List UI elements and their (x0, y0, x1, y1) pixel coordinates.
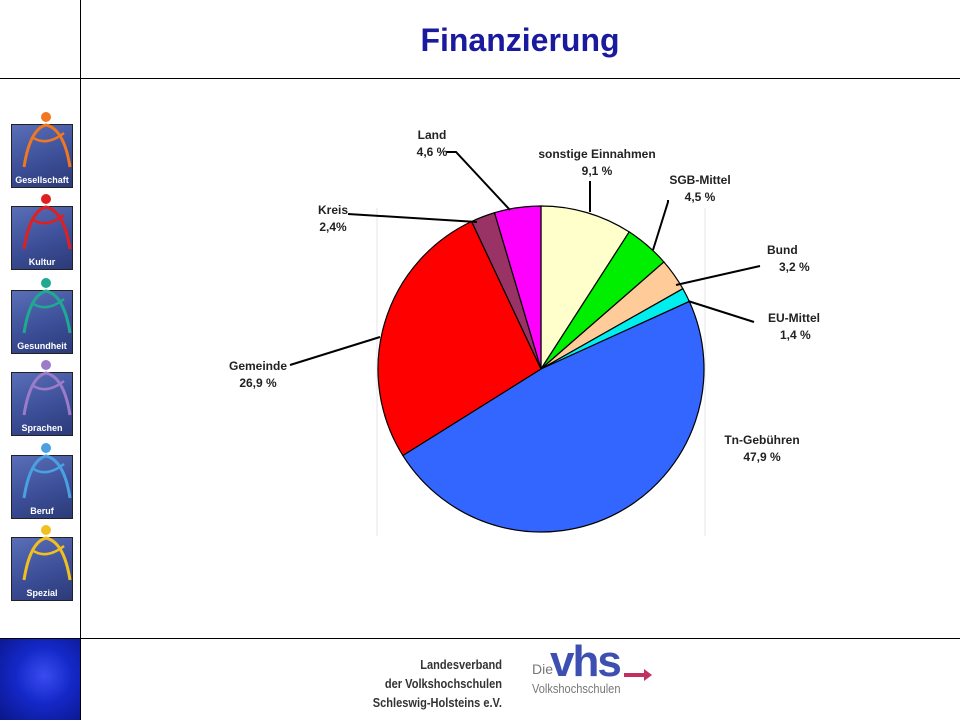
slice-value-land: 4,6 % (417, 145, 448, 159)
leader-line-bund (675, 265, 761, 286)
org-line-3: Schleswig-Holsteins e.V. (372, 695, 502, 710)
slice-value-sonstige-einnahmen: 9,1 % (582, 164, 613, 178)
sidebar-item-kultur[interactable]: Kultur (11, 194, 73, 270)
spezial-icon (22, 525, 72, 581)
vhs-logo-die: Die (532, 661, 554, 677)
leader-line-land (446, 151, 511, 211)
page-title: Finanzierung (420, 22, 620, 58)
org-line-1: Landesverband (420, 657, 502, 672)
vhs-logo: Die vhs Volkshochschulen (532, 637, 662, 705)
sidebar-item-label: Sprachen (21, 423, 63, 433)
pie-slice-gemeinde (377, 220, 542, 457)
slice-label-bund: Bund (767, 243, 798, 257)
vhs-logo-subtitle: Volkshochschulen (532, 681, 621, 696)
sidebar-item-gesundheit[interactable]: Gesundheit (11, 278, 73, 354)
pie-slice-land (493, 205, 542, 370)
sidebar-item-label: Kultur (28, 257, 56, 267)
sidebar-item-beruf[interactable]: Beruf (11, 443, 73, 519)
sidebar-item-spezial[interactable]: Spezial (11, 525, 73, 601)
slice-label-kreis: Kreis (318, 203, 348, 217)
slice-label-land: Land (418, 128, 447, 142)
slice-value-eu-mittel: 1,4 % (780, 328, 811, 342)
slice-value-sgb-mittel: 4,5 % (685, 190, 716, 204)
kultur-icon (22, 194, 72, 250)
gesellschaft-icon (22, 112, 72, 168)
sidebar-item-label: Gesellschaft (15, 175, 69, 185)
slice-value-kreis: 2,4% (319, 220, 347, 234)
beruf-icon (22, 443, 72, 499)
sidebar-item-label: Gesundheit (17, 341, 67, 351)
slice-value-tn-geb-hren: 47,9 % (743, 450, 781, 464)
sidebar-item-sprachen[interactable]: Sprachen (11, 360, 73, 436)
leader-line-kreis (347, 213, 478, 223)
vertical-divider (80, 0, 81, 720)
slice-label-tn-geb-hren: Tn-Gebühren (724, 433, 799, 447)
pie-slice-tn-geb-hren (402, 300, 705, 533)
pie-slice-sonstige-einnahmen (540, 205, 631, 372)
leader-line-sgb-mittel (652, 200, 669, 251)
sprachen-icon (22, 360, 72, 416)
vhs-arrow-icon (624, 669, 652, 681)
header-divider (0, 78, 960, 79)
leader-line-gemeinde (289, 336, 381, 366)
corner-logo-square (0, 639, 80, 720)
sidebar-item-label: Spezial (26, 588, 58, 598)
slice-label-gemeinde: Gemeinde (229, 359, 287, 373)
org-line-2: der Volkshochschulen (384, 676, 502, 691)
org-name: Landesverband der Volkshochschulen Schle… (373, 655, 502, 712)
footer-divider (0, 638, 960, 639)
slice-label-sgb-mittel: SGB-Mittel (669, 173, 730, 187)
sidebar-item-gesellschaft[interactable]: Gesellschaft (11, 112, 73, 188)
gesundheit-icon (22, 278, 72, 334)
vhs-logo-wordmark: vhs (550, 637, 622, 686)
leader-line-eu-mittel (687, 300, 755, 323)
slice-label-sonstige-einnahmen: sonstige Einnahmen (538, 147, 655, 161)
sidebar-item-label: Beruf (30, 506, 54, 516)
slice-label-eu-mittel: EU-Mittel (768, 311, 820, 325)
slice-value-bund: 3,2 % (779, 260, 810, 274)
slice-value-gemeinde: 26,9 % (239, 376, 277, 390)
